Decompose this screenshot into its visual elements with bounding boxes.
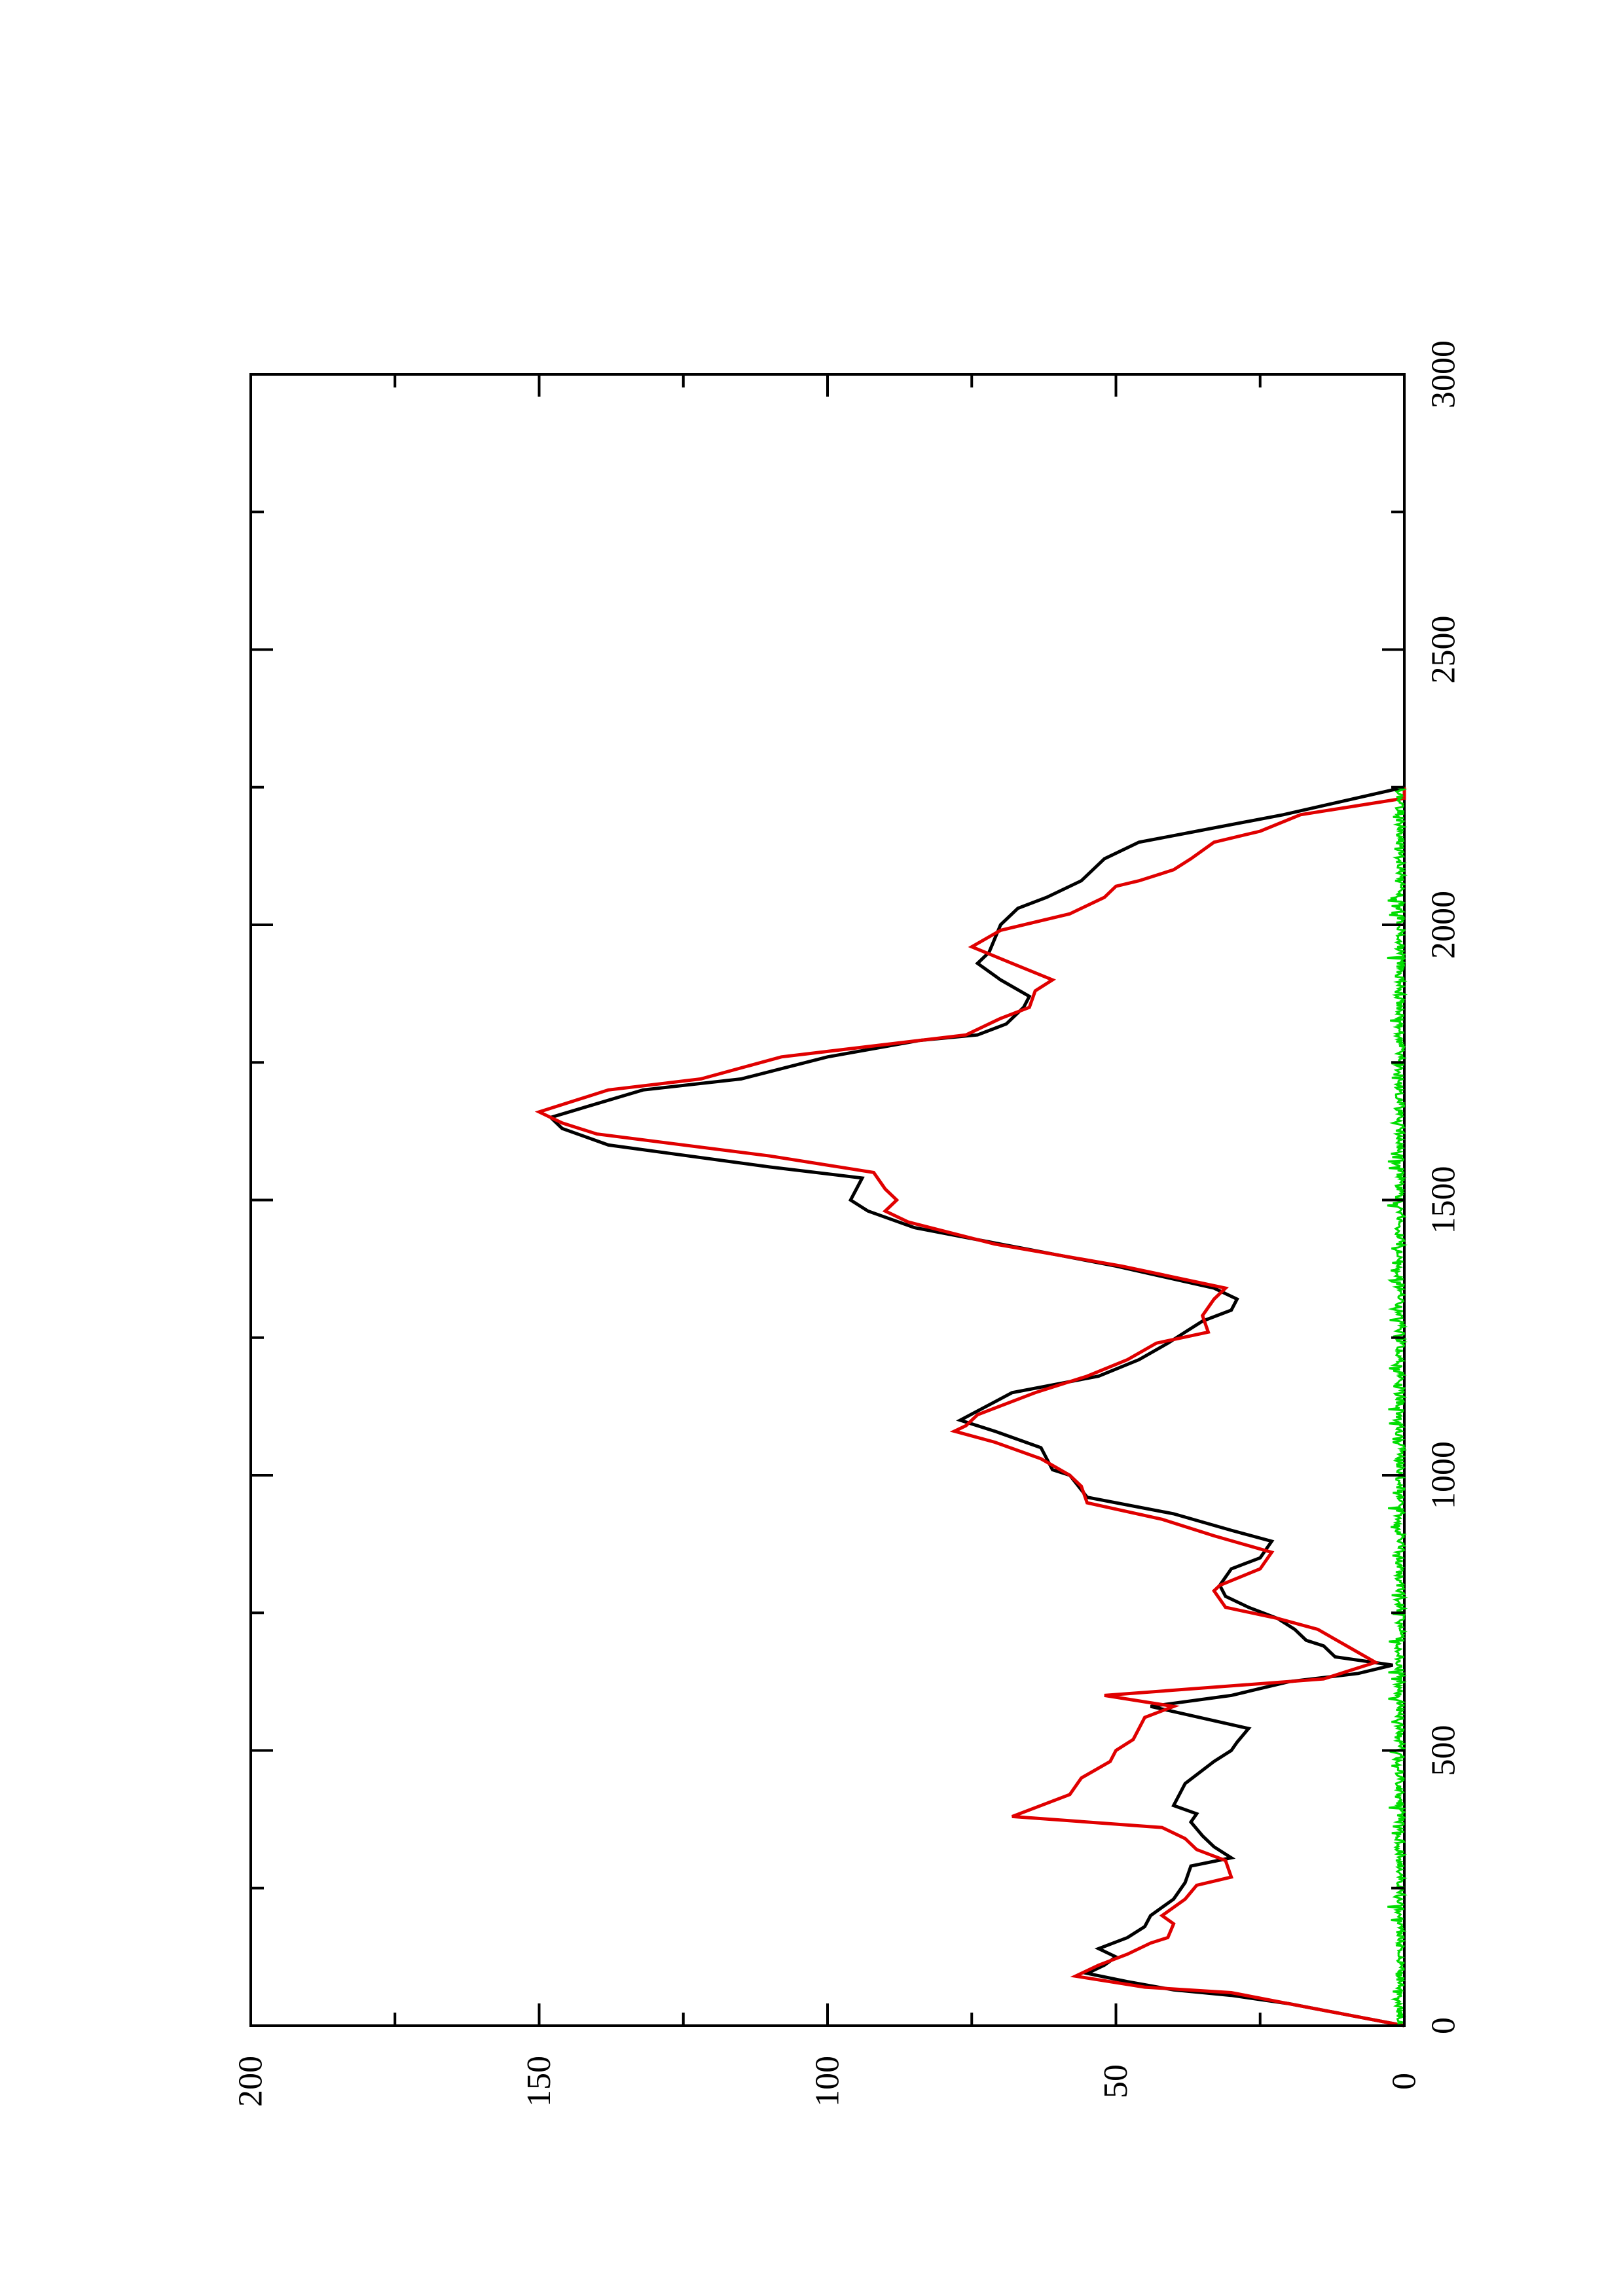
y-tick-label: 100 — [809, 2056, 847, 2107]
y-tick-label: 150 — [520, 2056, 558, 2107]
x-tick-label: 500 — [1425, 1725, 1463, 1776]
x-tick-label: 1000 — [1425, 1441, 1463, 1509]
series-line-2 — [1387, 786, 1408, 2026]
x-tick-label: 2500 — [1425, 616, 1463, 684]
plot-area — [249, 373, 1406, 2027]
plot-frame — [249, 373, 1406, 2027]
x-tick-label: 0 — [1425, 2017, 1463, 2034]
series-line-1 — [534, 787, 1406, 2028]
x-tick-label: 2000 — [1425, 891, 1463, 959]
series-line-0 — [547, 785, 1405, 2028]
y-tick-label: 50 — [1097, 2064, 1135, 2098]
series-group — [534, 785, 1408, 2028]
x-tick-label: 3000 — [1425, 340, 1463, 408]
x-tick-label: 1500 — [1425, 1166, 1463, 1234]
axes: 0 500 1000 1500 2000 2500 3000 0 50 100 150 200 — [232, 340, 1463, 2107]
y-tick-label: 0 — [1386, 2073, 1423, 2090]
y-tick-label: 200 — [232, 2056, 270, 2107]
